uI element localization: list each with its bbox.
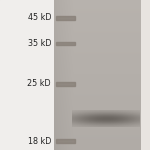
Bar <box>56 16 75 20</box>
Bar <box>56 139 75 143</box>
Text: 45 kD: 45 kD <box>27 14 51 22</box>
Bar <box>0 0 54 150</box>
Bar <box>56 82 75 86</box>
Text: 18 kD: 18 kD <box>28 136 51 146</box>
Bar <box>56 42 75 45</box>
Text: 25 kD: 25 kD <box>27 80 51 88</box>
Text: 35 kD: 35 kD <box>27 39 51 48</box>
